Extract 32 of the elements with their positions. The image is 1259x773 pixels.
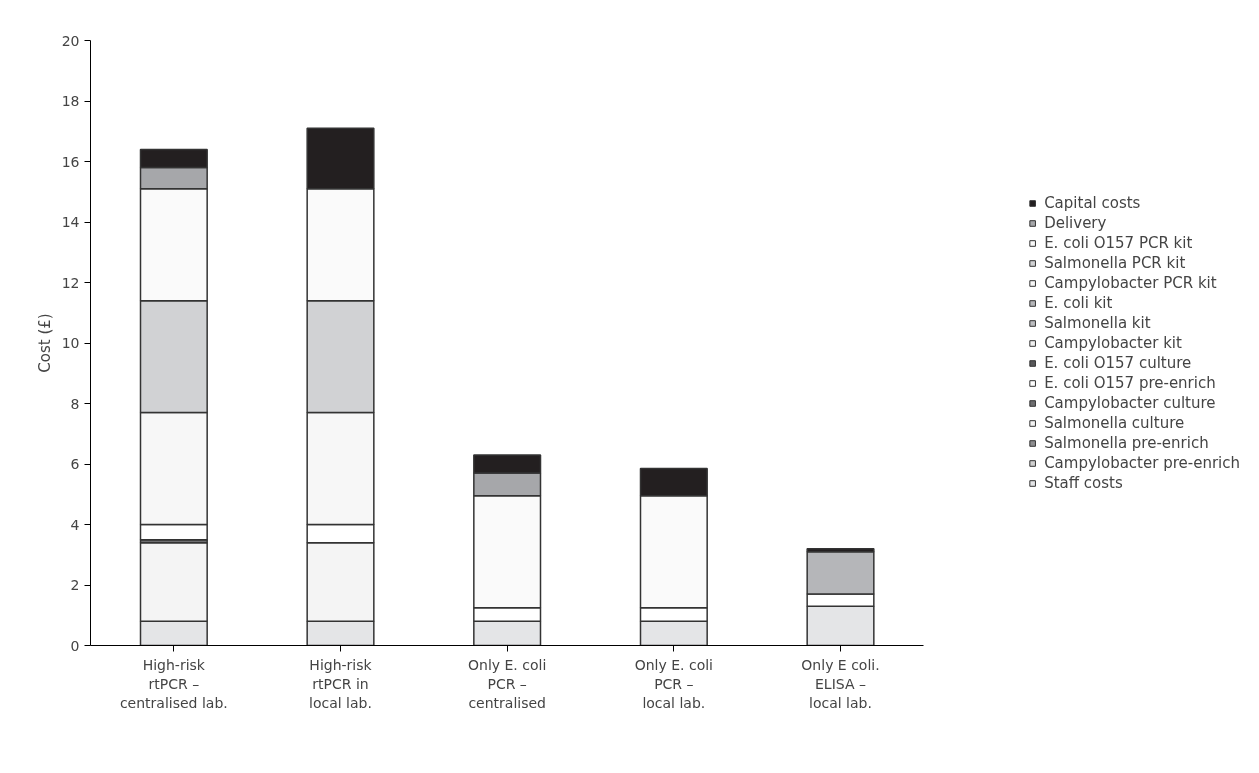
y-tick-label: 0 [70, 637, 80, 654]
y-axis-title: Cost (£) [35, 313, 54, 373]
legend-label: Delivery [1044, 213, 1107, 232]
y-tick-label: 6 [70, 456, 80, 472]
x-tick-label: High-risk rtPCR – centralised lab. [119, 656, 228, 711]
legend-label: Capital costs [1044, 193, 1141, 212]
y-tick-label: 20 [61, 32, 80, 49]
legend-label: Campylobacter PCR kit [1044, 273, 1217, 292]
y-tick-label: 14 [61, 214, 80, 230]
x-tick-label: Only E. coli PCR – local lab. [634, 656, 713, 711]
legend-label: Salmonella PCR kit [1044, 253, 1186, 272]
legend-label: Campylobacter pre-enrich [1044, 453, 1240, 472]
legend-label: Staff costs [1044, 473, 1123, 492]
y-tick-label: 4 [70, 516, 80, 533]
legend-label: Salmonella kit [1044, 313, 1151, 332]
legend-label: Campylobacter culture [1044, 393, 1216, 412]
x-tick-label: High-risk rtPCR in local lab. [309, 656, 373, 711]
legend-label: E. coli O157 culture [1044, 353, 1192, 372]
y-tick-label: 18 [61, 93, 80, 109]
legend-label: Salmonella culture [1044, 413, 1185, 432]
legend-label: Campylobacter kit [1044, 333, 1182, 352]
x-tick-label: Only E coli. ELISA – local lab. [801, 656, 880, 711]
legend-label: E. coli O157 pre-enrich [1044, 373, 1216, 392]
y-tick-label: 10 [61, 335, 80, 351]
y-tick-label: 2 [70, 577, 80, 593]
y-tick-label: 16 [61, 153, 80, 170]
legend-label: Salmonella pre-enrich [1044, 433, 1209, 452]
y-tick-label: 12 [61, 274, 80, 291]
y-tick-label: 8 [70, 395, 80, 412]
legend-label: E. coli O157 PCR kit [1044, 233, 1193, 252]
legend-label: E. coli kit [1044, 293, 1113, 312]
x-tick-label: Only E. coli PCR – centralised [468, 656, 547, 711]
